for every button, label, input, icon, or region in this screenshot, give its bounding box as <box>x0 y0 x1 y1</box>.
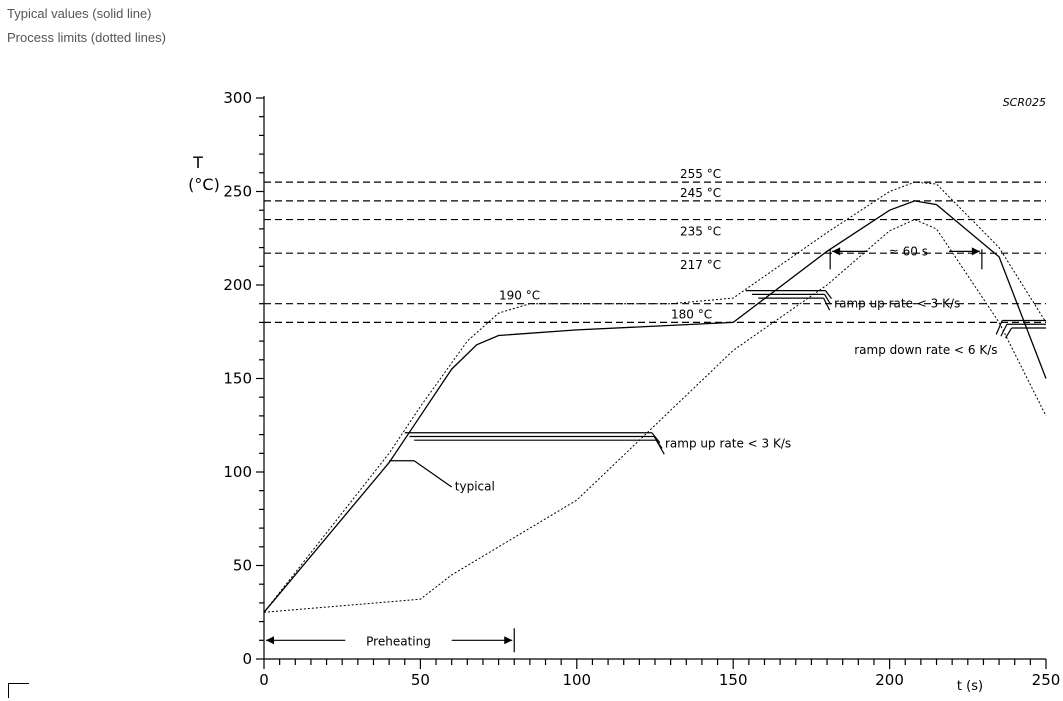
ramp-down-bracket-tail <box>1000 324 1008 337</box>
x-tick-label-200: 200 <box>875 671 904 689</box>
ramp-up-1-bracket-tail <box>655 439 665 455</box>
y-tick-label-50: 50 <box>233 557 252 575</box>
preheating-arrow-right-head <box>504 636 513 645</box>
ramp-up-2-bracket-tail <box>823 297 831 311</box>
y-tick-label-100: 100 <box>223 463 252 481</box>
x-tick-label-0: 0 <box>259 671 269 689</box>
preheating-arrow-left-head <box>266 636 274 645</box>
series-line-dotted-upper <box>263 181 1047 613</box>
caption-typical-values: Typical values (solid line) <box>7 6 152 21</box>
y-tick-label-200: 200 <box>223 276 252 294</box>
reference-label-255: 255 °C <box>680 167 721 181</box>
ramp-down-bracket-tail <box>1005 327 1013 339</box>
series-line-solid <box>263 200 1047 613</box>
reference-label-190: 190 °C <box>499 289 540 303</box>
ramp-up-1-label: ramp up rate < 3 K/s <box>665 437 791 451</box>
ramp-up-2-bracket-tail <box>824 290 832 299</box>
duration-arrow-left-head <box>832 247 841 256</box>
y-axis-label-unit: (°C) <box>188 175 220 194</box>
ramp-up-2-label: ramp up rate < 3 K/s <box>834 296 960 310</box>
ramp-up-1-bracket-tail <box>651 432 661 444</box>
ramp-up-2-bracket-tail <box>824 294 832 305</box>
x-tick-label-250: 250 <box>1032 671 1061 689</box>
caption-process-limits: Process limits (dotted lines) <box>7 30 166 45</box>
y-tick-label-250: 250 <box>223 183 252 201</box>
duration-arrow-right-head <box>971 247 980 256</box>
x-axis-label: t (s) <box>957 679 983 694</box>
x-tick-label-150: 150 <box>719 671 748 689</box>
reference-label-235: 235 °C <box>680 225 721 239</box>
duration-label: ≈ 60 s <box>889 244 928 258</box>
x-tick-label-100: 100 <box>562 671 591 689</box>
typical-callout-leader <box>413 460 453 488</box>
ramp-down-bracket-tail <box>995 320 1003 335</box>
corner-mark <box>8 683 29 698</box>
typical-label: typical <box>455 480 495 494</box>
y-tick-label-0: 0 <box>242 650 252 668</box>
chart-code-label: SCR025 <box>1003 96 1046 109</box>
ramp-down-label: ramp down rate < 6 K/s <box>854 343 997 357</box>
y-axis-label-symbol: T <box>192 153 203 172</box>
series-line-dotted-lower <box>263 219 1047 613</box>
reference-label-217: 217 °C <box>680 258 721 272</box>
y-tick-label-300: 300 <box>223 89 252 107</box>
reference-label-180: 180 °C <box>671 307 712 321</box>
preheating-label: Preheating <box>366 634 431 648</box>
y-tick-label-150: 150 <box>223 370 252 388</box>
reference-label-245: 245 °C <box>680 186 721 200</box>
x-tick-label-50: 50 <box>411 671 430 689</box>
